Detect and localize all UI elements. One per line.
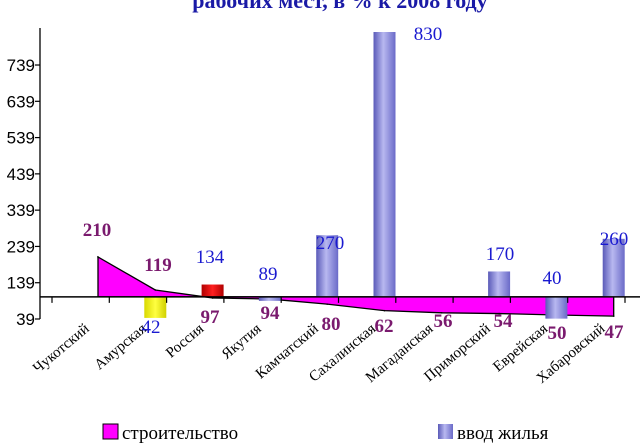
- legend-swatch-housing: [438, 424, 453, 439]
- x-tick-label: Якутия: [219, 321, 265, 363]
- area-point: [441, 312, 443, 314]
- bar-8: [545, 296, 568, 319]
- y-tick-label: 239: [7, 237, 35, 256]
- label-construction: 54: [494, 311, 514, 332]
- legend-label-construction: строительство: [122, 423, 238, 444]
- y-tick-label: 539: [7, 129, 35, 148]
- chart-title: рабочих мест, в % к 2008 году: [192, 0, 487, 13]
- label-housing: 89: [259, 264, 278, 285]
- series-construction: [97, 255, 615, 317]
- label-housing: 830: [414, 24, 443, 45]
- label-construction: 210: [83, 220, 112, 241]
- area-point: [498, 312, 500, 315]
- y-tick-label: 639: [7, 92, 35, 111]
- bar-1: [144, 296, 167, 318]
- y-tick-label: 439: [7, 165, 35, 184]
- label-housing: 40: [543, 268, 562, 289]
- label-construction: 80: [322, 314, 341, 335]
- area-construction: [97, 255, 615, 317]
- label-construction: 94: [261, 303, 281, 324]
- legend-label-housing: ввод жилья: [457, 423, 549, 444]
- y-tick-label: 39: [16, 310, 35, 329]
- label-housing: 134: [196, 247, 225, 268]
- label-construction: 47: [605, 322, 625, 343]
- bar-5: [373, 32, 396, 297]
- bar-3: [258, 296, 281, 301]
- series-housing: [144, 32, 625, 319]
- bar-2: [201, 284, 224, 297]
- y-tick-label: 739: [7, 56, 35, 75]
- label-construction: 56: [434, 311, 453, 332]
- label-construction: 62: [375, 316, 394, 337]
- y-tick-label: 139: [7, 274, 35, 293]
- label-housing: 260: [600, 229, 629, 250]
- area-point: [612, 315, 615, 317]
- label-construction: 119: [144, 255, 171, 276]
- x-tick-label: Чукотский: [30, 321, 92, 377]
- y-axis: 39 139 239 339 439 539 639 739: [7, 28, 41, 329]
- legend-swatch-construction: [102, 423, 119, 440]
- area-point: [154, 289, 157, 291]
- bar-4: [316, 235, 339, 297]
- label-housing: 270: [316, 233, 345, 254]
- label-construction: 97: [201, 307, 221, 328]
- label-housing: 170: [486, 244, 515, 265]
- bar-9: [602, 238, 625, 297]
- label-construction: 50: [548, 323, 567, 344]
- area-point: [97, 256, 99, 258]
- legend: строительство ввод жилья: [102, 423, 549, 444]
- area-point: [326, 303, 329, 305]
- bar-7: [488, 271, 511, 297]
- area-point: [383, 309, 386, 312]
- label-housing: 42: [142, 317, 161, 338]
- data-labels: 210 119 97 94 80 62 56 54 50 47 42 134 89 270 830 170 40…: [83, 24, 629, 344]
- y-tick-label: 339: [7, 201, 35, 220]
